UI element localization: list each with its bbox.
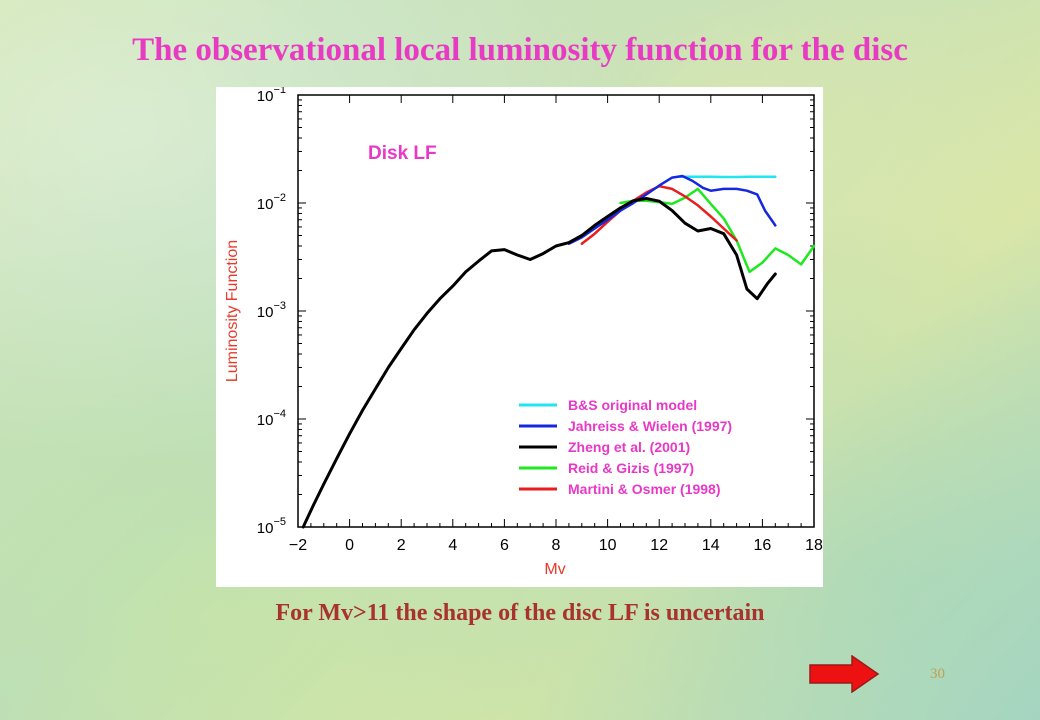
x-tick-label: 6 (500, 537, 509, 554)
x-tick-label: 0 (345, 537, 354, 554)
y-tick-label: 10−3 (257, 300, 286, 321)
next-slide-arrow-icon[interactable] (808, 655, 880, 693)
x-tick-label: 10 (599, 537, 617, 554)
y-tick-label: 10−2 (257, 192, 286, 213)
axis-ticks: −2 0 2 4 6 8 10 12 14 16 18 10−1 10−2 10−3 10−4 10−5 (257, 84, 823, 554)
x-tick-label: 8 (552, 537, 561, 554)
x-tick-label: 4 (448, 537, 457, 554)
legend-label: Jahreiss & Wielen (1997) (568, 418, 732, 434)
luminosity-function-chart: −2 0 2 4 6 8 10 12 14 16 18 10−1 10−2 10−3 10−4 10−5 B&… (224, 84, 823, 578)
legend-label: Reid & Gizis (1997) (568, 460, 694, 476)
slide-title: The observational local luminosity funct… (132, 32, 908, 68)
legend-label: Martini & Osmer (1998) (568, 481, 721, 497)
series-line-2 (301, 197, 777, 529)
x-tick-label: 14 (702, 537, 720, 554)
x-axis-label: Mv (544, 561, 565, 578)
legend-label: Zheng et al. (2001) (568, 439, 690, 455)
legend: B&S original model Jahreiss & Wielen (199… (519, 397, 732, 497)
y-tick-label: 10−1 (257, 87, 286, 105)
x-tick-label: 18 (805, 537, 823, 554)
legend-label: B&S original model (568, 397, 697, 413)
x-tick-label: −2 (289, 537, 307, 554)
slide-caption: For Mv>11 the shape of the disc LF is un… (275, 600, 765, 626)
page-number: 30 (930, 666, 945, 682)
series-line-3 (619, 187, 816, 274)
y-axis-label: Luminosity Function (224, 240, 241, 382)
x-tick-label: 2 (397, 537, 406, 554)
chart-panel: −2 0 2 4 6 8 10 12 14 16 18 10−1 10−2 10−3 10−4 10−5 B&… (216, 84, 823, 587)
x-tick-label: 16 (754, 537, 772, 554)
y-tick-label: 10−5 (257, 516, 286, 537)
series-line-1 (567, 174, 777, 245)
series-line-4 (580, 184, 738, 245)
chart-annotation: Disk LF (368, 143, 437, 164)
x-tick-label: 12 (650, 537, 668, 554)
y-tick-label: 10−4 (257, 408, 286, 429)
series-lines (301, 174, 816, 529)
